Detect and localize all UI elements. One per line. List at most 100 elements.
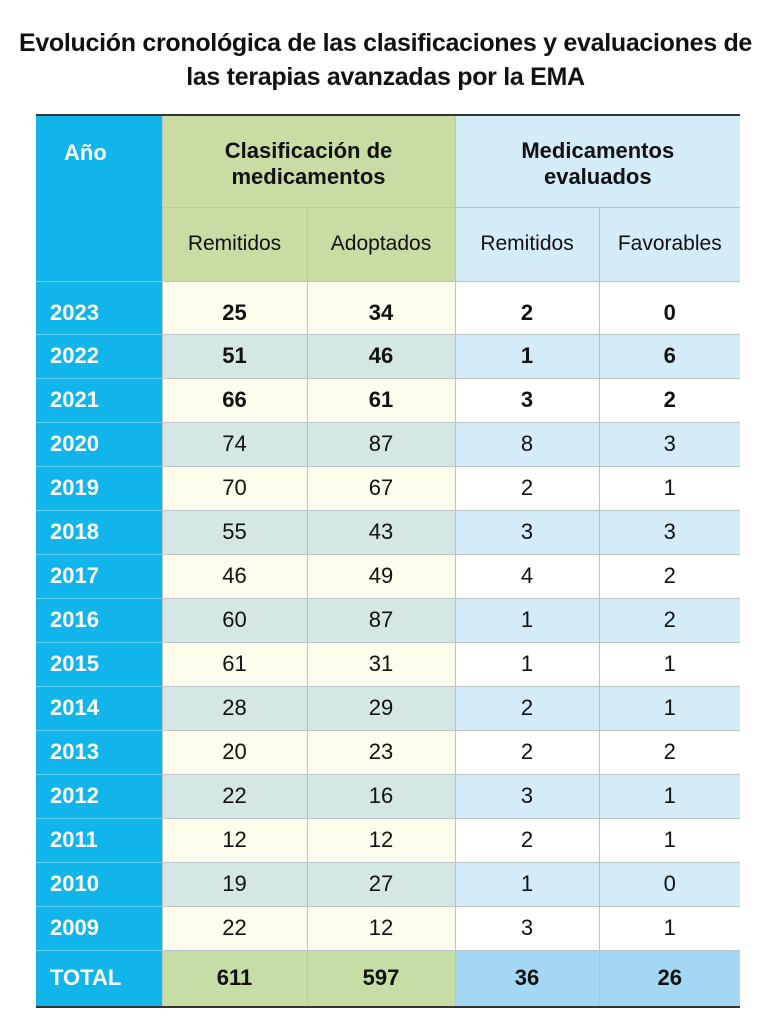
table-row: 2009 22 12 3 1	[36, 905, 741, 950]
table-row: 2019 70 67 2 1	[36, 465, 741, 510]
table-row: 2020 74 87 8 3	[36, 421, 741, 466]
value-cell: 3	[454, 905, 600, 950]
year-cell: 2023	[36, 280, 162, 334]
year-cell: 2010	[36, 861, 162, 906]
ema-table: Año Clasificación de medicamentos Medica…	[36, 114, 741, 1008]
value-cell: 87	[306, 421, 456, 466]
value-cell: 3	[598, 509, 741, 554]
col-header: Remitidos	[161, 206, 307, 281]
table-row: 2017 46 49 4 2	[36, 553, 741, 598]
table-row: 2011 12 12 2 1	[36, 817, 741, 862]
value-cell: 1	[598, 685, 741, 730]
value-cell: 60	[161, 597, 307, 642]
table-row: 2018 55 43 3 3	[36, 509, 741, 554]
value-cell: 2	[454, 465, 600, 510]
year-cell: 2016	[36, 597, 162, 642]
table-row: 2012 22 16 3 1	[36, 773, 741, 818]
value-cell: 1	[598, 773, 741, 818]
table-row: 2010 19 27 1 0	[36, 861, 741, 906]
value-cell: 2	[598, 597, 741, 642]
value-cell: 2	[598, 377, 741, 422]
value-cell: 34	[306, 280, 456, 334]
value-cell: 22	[161, 773, 307, 818]
value-cell: 46	[306, 333, 456, 378]
value-cell: 23	[306, 729, 456, 774]
value-cell: 55	[161, 509, 307, 554]
value-cell: 74	[161, 421, 307, 466]
col-header: Favorables	[598, 206, 741, 281]
value-cell: 1	[454, 333, 600, 378]
page-title: Evolución cronológica de las clasificaci…	[18, 29, 753, 91]
value-cell: 22	[161, 905, 307, 950]
value-cell: 0	[598, 861, 741, 906]
total-row: TOTAL 611 597 36 26	[36, 949, 741, 1007]
year-cell: 2015	[36, 641, 162, 686]
value-cell: 70	[161, 465, 307, 510]
value-cell: 2	[454, 685, 600, 730]
table-row: 2013 20 23 2 2	[36, 729, 741, 774]
table-row: 2022 51 46 1 6	[36, 333, 741, 378]
value-cell: 66	[161, 377, 307, 422]
year-cell: 2011	[36, 817, 162, 862]
value-cell: 6	[598, 333, 741, 378]
value-cell: 46	[161, 553, 307, 598]
value-cell: 49	[306, 553, 456, 598]
table-row: 2021 66 61 3 2	[36, 377, 741, 422]
value-cell: 67	[306, 465, 456, 510]
total-cell: 36	[454, 949, 600, 1007]
value-cell: 16	[306, 773, 456, 818]
value-cell: 43	[306, 509, 456, 554]
value-cell: 87	[306, 597, 456, 642]
value-cell: 12	[306, 905, 456, 950]
year-cell: 2012	[36, 773, 162, 818]
value-cell: 2	[454, 729, 600, 774]
total-cell: 611	[161, 949, 307, 1007]
value-cell: 1	[454, 641, 600, 686]
value-cell: 28	[161, 685, 307, 730]
year-cell: 2014	[36, 685, 162, 730]
year-cell: 2022	[36, 333, 162, 378]
year-cell: 2009	[36, 905, 162, 950]
value-cell: 2	[454, 817, 600, 862]
value-cell: 3	[454, 377, 600, 422]
value-cell: 4	[454, 553, 600, 598]
table-row: 2014 28 29 2 1	[36, 685, 741, 730]
value-cell: 2	[598, 553, 741, 598]
value-cell: 31	[306, 641, 456, 686]
value-cell: 2	[598, 729, 741, 774]
col-header: Adoptados	[306, 206, 456, 281]
value-cell: 1	[598, 817, 741, 862]
total-cell: 597	[306, 949, 456, 1007]
table-row: 2015 61 31 1 1	[36, 641, 741, 686]
value-cell: 19	[161, 861, 307, 906]
table-row: 2016 60 87 1 2	[36, 597, 741, 642]
total-label: TOTAL	[36, 949, 162, 1007]
value-cell: 20	[161, 729, 307, 774]
value-cell: 3	[454, 509, 600, 554]
value-cell: 51	[161, 333, 307, 378]
value-cell: 25	[161, 280, 307, 334]
year-cell: 2013	[36, 729, 162, 774]
value-cell: 3	[454, 773, 600, 818]
classification-header: Clasificación de medicamentos	[161, 114, 456, 207]
year-cell: 2019	[36, 465, 162, 510]
year-cell: 2018	[36, 509, 162, 554]
value-cell: 29	[306, 685, 456, 730]
value-cell: 1	[454, 861, 600, 906]
year-cell: 2020	[36, 421, 162, 466]
col-header: Remitidos	[454, 206, 600, 281]
year-header: Año	[36, 114, 162, 281]
value-cell: 3	[598, 421, 741, 466]
value-cell: 61	[161, 641, 307, 686]
total-cell: 26	[598, 949, 741, 1007]
table-row: 2023 25 34 2 0	[36, 280, 741, 334]
value-cell: 27	[306, 861, 456, 906]
value-cell: 12	[161, 817, 307, 862]
value-cell: 61	[306, 377, 456, 422]
value-cell: 0	[598, 280, 741, 334]
evaluated-header: Medicamentos evaluados	[454, 114, 741, 207]
value-cell: 1	[598, 905, 741, 950]
value-cell: 8	[454, 421, 600, 466]
value-cell: 2	[454, 280, 600, 334]
value-cell: 12	[306, 817, 456, 862]
